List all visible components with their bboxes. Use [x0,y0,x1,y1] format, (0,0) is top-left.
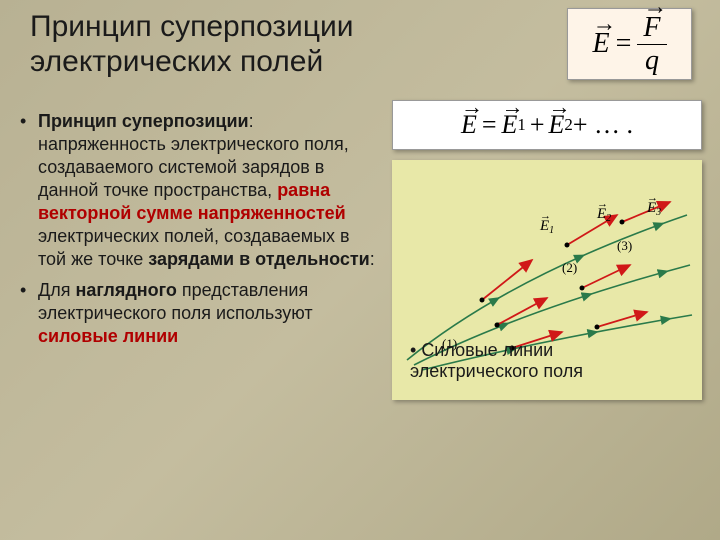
svg-text:(2): (2) [562,260,577,275]
bullet-principle: Принцип суперпозиции: напряженность элек… [18,110,378,271]
equals-2: = [482,110,497,140]
formula-superposition: E = E1 + E2 + … . [392,100,702,150]
bold-tail: зарядами в отдельности [148,249,369,269]
svg-text:E1: E1 [539,218,554,236]
fraction: F q [637,12,666,77]
content-block: Принцип суперпозиции: напряженность элек… [18,110,378,356]
vec-f: F [643,12,660,44]
bullet-visual: Для наглядного представления электрическ… [18,279,378,348]
diagram-caption: Силовые линии электрического поля [410,340,680,382]
b2p1: Для [38,280,75,300]
vec-e1: E [502,110,518,140]
svg-text:E2: E2 [596,206,611,224]
vec-e-sum: E [461,110,477,140]
colon: : [370,249,375,269]
vec-e: E [592,28,609,60]
charge-q: q [639,45,665,77]
tail: + … . [573,110,633,140]
slide-title: Принцип суперпозиции электрических полей [30,10,450,79]
lead-bold: Принцип суперпозиции [38,111,249,131]
equals: = [616,28,632,60]
svg-text:(3): (3) [617,238,632,253]
formula-e-definition: E = F q [567,8,692,80]
field-lines-diagram: →E1→E2→E3 (1)(2)(3) Силовые линии электр… [392,160,702,400]
svg-text:E3: E3 [646,200,661,218]
vec-e2: E [549,110,565,140]
b2bold: наглядного [75,280,176,300]
plus-1: + [530,110,545,140]
red-2: силовые линии [38,326,178,346]
